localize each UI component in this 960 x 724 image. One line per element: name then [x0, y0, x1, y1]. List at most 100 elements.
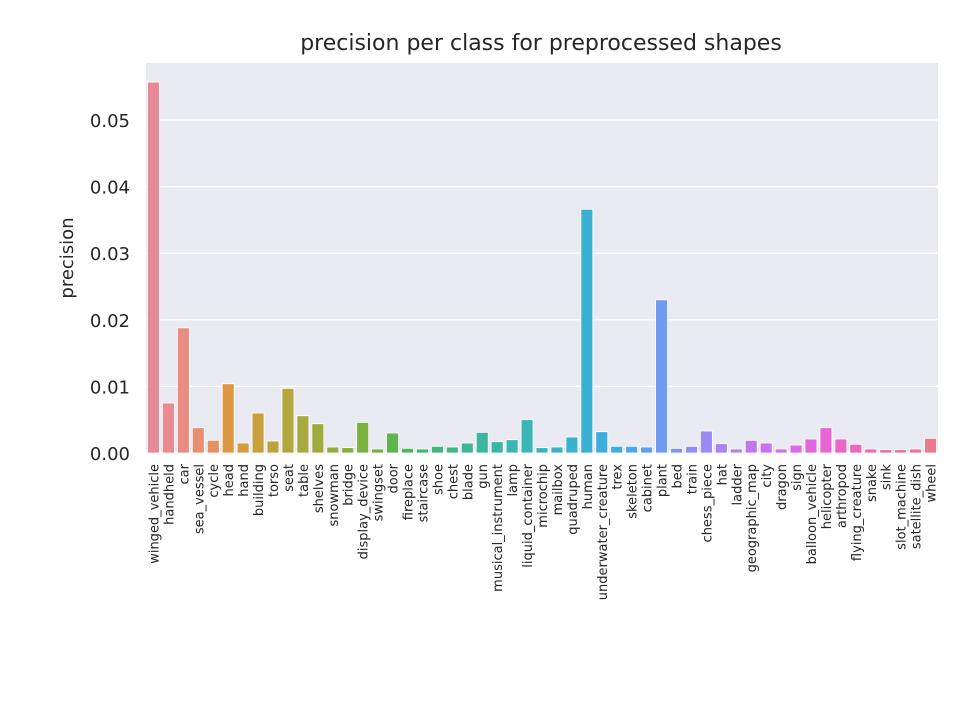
- x-tick-label: hand: [237, 464, 252, 497]
- bar-trex: [610, 445, 624, 454]
- x-tick-label: seat: [282, 464, 297, 492]
- bar-display_device: [356, 421, 370, 454]
- y-axis-label: precision: [57, 217, 78, 298]
- y-tick-labels: 0.00 0.01 0.02 0.03 0.04 0.05: [90, 111, 130, 465]
- x-tick-label: musical_instrument: [491, 464, 506, 592]
- bar-gun: [475, 431, 489, 454]
- bar-flying_creature: [849, 443, 863, 454]
- x-tick-label: dragon: [775, 464, 790, 510]
- x-tick-label: slot_machine: [895, 464, 910, 550]
- bar-bed: [670, 447, 683, 454]
- x-tick-label: skeleton: [626, 464, 641, 519]
- x-tick-label: lamp: [506, 464, 521, 497]
- bar-chess_piece: [700, 430, 713, 454]
- x-tick-label: liquid_container: [521, 463, 536, 567]
- bar-seat: [281, 387, 295, 454]
- bar-skeleton: [625, 445, 639, 454]
- bar-wheel: [924, 437, 937, 454]
- x-tick-label: display_device: [357, 464, 372, 559]
- bar-car: [176, 327, 190, 454]
- bar-city: [759, 442, 773, 454]
- bar-staircase: [416, 448, 429, 454]
- x-tick-label: door: [387, 463, 402, 493]
- bar-human: [580, 208, 594, 454]
- x-tick-label: arthropod: [835, 464, 850, 528]
- x-tick-label: microchip: [536, 464, 551, 528]
- bar-balloon_vehicle: [804, 438, 818, 454]
- x-tick-label: building: [252, 464, 267, 516]
- bar-hat: [714, 443, 728, 454]
- bar-shoe: [431, 445, 444, 454]
- x-tick-label: sea_vessel: [192, 464, 207, 534]
- x-tick-label: sink: [880, 464, 895, 491]
- bar-quadruped: [565, 436, 579, 454]
- x-tick-label: bed: [670, 464, 685, 489]
- x-tick-label: table: [297, 464, 312, 497]
- x-tick-label: winged_vehicle: [147, 464, 162, 564]
- bar-helicopter: [819, 427, 833, 454]
- x-tick-label: ladder: [730, 463, 745, 505]
- x-tick-label: snowman: [327, 464, 342, 526]
- x-tick-label: handheld: [162, 464, 177, 525]
- x-tick-label: balloon_vehicle: [805, 464, 820, 564]
- x-tick-label: car: [177, 463, 192, 484]
- x-tick-label: shelves: [312, 464, 327, 513]
- bar-dragon: [774, 448, 788, 454]
- x-tick-label: cycle: [207, 464, 222, 498]
- x-tick-label: wheel: [925, 464, 940, 502]
- x-tick-label: geographic_map: [745, 464, 760, 572]
- x-tick-label: fireplace: [402, 464, 417, 520]
- bar-sink: [879, 449, 893, 454]
- bar-handheld: [162, 402, 175, 454]
- bar-arthropod: [834, 438, 848, 454]
- x-tick-label: underwater_creature: [596, 464, 611, 600]
- x-tick-label: snake: [865, 464, 880, 502]
- bar-lamp: [505, 439, 519, 454]
- x-tick-label: quadruped: [566, 464, 581, 535]
- bar-snake: [864, 448, 878, 454]
- bar-shelves: [311, 423, 325, 454]
- bar-winged_vehicle: [147, 81, 160, 454]
- bar-building: [251, 412, 265, 454]
- bar-liquid_container: [520, 419, 534, 454]
- x-tick-label: gun: [476, 464, 491, 489]
- bar-door: [386, 432, 399, 454]
- x-tick-label: satellite_dish: [910, 464, 925, 549]
- bar-cycle: [206, 439, 220, 454]
- x-tick-label: staircase: [416, 464, 431, 522]
- bar-chest: [445, 446, 459, 454]
- x-tick-label: bridge: [342, 464, 357, 506]
- x-tick-label: plant: [656, 464, 671, 497]
- bar-ladder: [729, 448, 743, 454]
- x-tick-labels: winged_vehicle handheld car sea_vessel cycle…: [147, 463, 939, 600]
- plot-background: [146, 63, 938, 454]
- bar-sign: [789, 444, 803, 454]
- bar-torso: [266, 440, 280, 454]
- bar-slot_machine: [894, 449, 908, 454]
- y-tick-label: 0.04: [90, 178, 130, 199]
- bar-blade: [460, 442, 474, 454]
- x-tick-label: trex: [611, 464, 626, 490]
- chart-title: precision per class for preprocessed sha…: [300, 31, 782, 56]
- bar-snowman: [326, 446, 340, 454]
- bar-bridge: [341, 447, 355, 454]
- x-tick-label: chess_piece: [700, 464, 715, 542]
- bar-head: [221, 383, 235, 454]
- bar-train: [685, 445, 698, 454]
- x-tick-label: cabinet: [641, 464, 656, 512]
- y-tick-label: 0.01: [90, 377, 130, 398]
- bar-plant: [655, 299, 668, 454]
- x-tick-label: train: [685, 464, 700, 494]
- bar-table: [296, 415, 310, 454]
- x-tick-label: swingset: [372, 464, 387, 521]
- x-tick-label: flying_creature: [850, 464, 865, 561]
- x-tick-label: mailbox: [551, 464, 566, 516]
- bar-microchip: [535, 447, 549, 454]
- bar-underwater_creature: [595, 431, 609, 454]
- bar-hand: [236, 442, 250, 454]
- bar-geographic_map: [744, 439, 758, 454]
- y-tick-label: 0.03: [90, 244, 130, 265]
- x-tick-label: head: [222, 464, 237, 496]
- x-tick-label: blade: [461, 464, 476, 500]
